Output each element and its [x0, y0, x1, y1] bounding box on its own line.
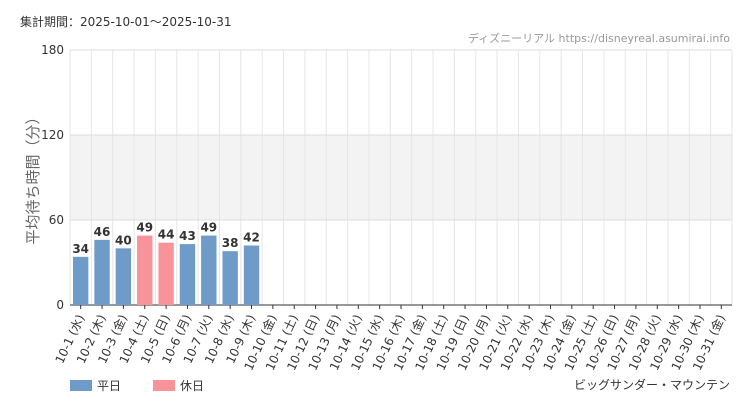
- bar: [115, 248, 132, 305]
- legend-swatch: [153, 380, 175, 391]
- legend-label: 休日: [180, 379, 204, 393]
- bar: [137, 235, 153, 305]
- source: ディズニーリアル https://disneyreal.asumirai.inf…: [468, 31, 730, 45]
- value-label: 34: [72, 242, 89, 256]
- legend-swatch: [70, 380, 92, 391]
- bar: [158, 242, 174, 305]
- bar: [201, 235, 217, 305]
- period-header: 集計期間：2025-10-01～2025-10-31: [20, 14, 231, 29]
- value-label: 49: [136, 221, 153, 235]
- y-tick-label: 180: [41, 43, 64, 57]
- bar: [179, 244, 196, 305]
- caption: ビッグサンダー・マウンテン: [574, 377, 730, 392]
- y-tick-label: 0: [56, 298, 64, 312]
- value-label: 46: [94, 225, 111, 239]
- y-axis-label: 平均待ち時間（分）: [24, 109, 42, 244]
- value-label: 40: [115, 233, 132, 247]
- legend-label: 平日: [97, 379, 121, 393]
- value-label: 49: [200, 221, 217, 235]
- grid-band: [70, 135, 732, 220]
- y-tick-label: 120: [41, 128, 64, 142]
- y-tick-label: 60: [49, 213, 64, 227]
- value-label: 44: [158, 228, 175, 242]
- value-label: 43: [179, 229, 196, 243]
- bar: [94, 239, 110, 305]
- bar: [222, 251, 238, 305]
- bar: [243, 245, 260, 305]
- value-label: 42: [243, 231, 260, 245]
- value-label: 38: [222, 236, 239, 250]
- bar: [72, 256, 89, 305]
